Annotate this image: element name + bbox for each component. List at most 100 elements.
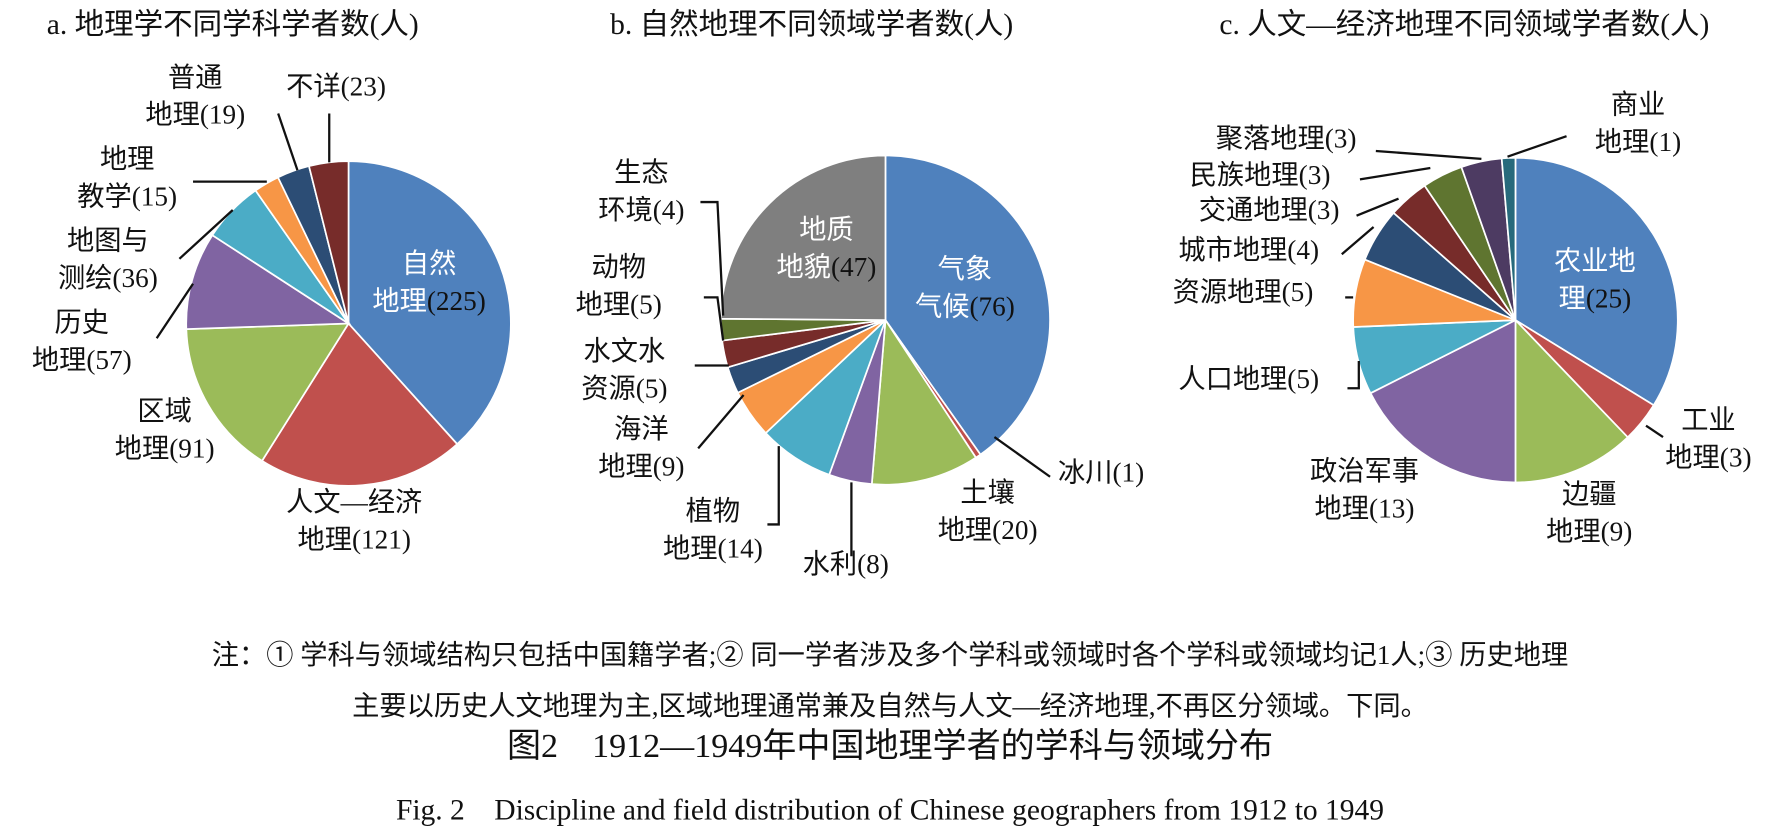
- label-line: 地理: [145, 100, 199, 130]
- value-label: (4): [653, 195, 685, 225]
- label-line: 人口地理: [1178, 364, 1287, 394]
- label-line: 资源: [581, 373, 635, 403]
- label-line: 地理: [372, 286, 426, 316]
- label-line: 植物: [686, 496, 740, 526]
- leader-line: [277, 113, 299, 171]
- label-line: 地理: [100, 144, 154, 174]
- slice-label: 地图与测绘: [58, 226, 149, 293]
- label-line: 历史: [55, 307, 109, 337]
- leader-line: [700, 200, 725, 316]
- slice-label: 城市地理: [1178, 235, 1287, 265]
- value-label: (5): [636, 373, 668, 403]
- leader-line: [697, 394, 745, 450]
- slice-label: 区域地理: [115, 396, 192, 463]
- label-line: 地貌: [777, 252, 831, 282]
- value-label: (3): [1299, 160, 1331, 190]
- value-label: (5): [1282, 277, 1314, 307]
- value-label: (1): [1649, 127, 1681, 157]
- slice-label: 交通地理: [1199, 195, 1308, 225]
- label-line: 海洋: [614, 414, 668, 444]
- slice-label: 边疆地理: [1546, 479, 1616, 546]
- label-line: 资源地理: [1173, 277, 1282, 307]
- pie-slice: [185, 234, 352, 331]
- label-line: 商业: [1611, 90, 1665, 120]
- value-label: (14): [717, 533, 762, 563]
- leader-line: [1507, 135, 1567, 158]
- note: 主要以历史人文地理为主,区域地理通常兼及自然与人文—经济地理,不再区分领域。下同…: [352, 691, 1428, 721]
- pie-slice: [1369, 318, 1517, 484]
- value-label: (8): [857, 549, 889, 579]
- value-label: (3): [1325, 124, 1357, 154]
- label-line: 政治军事: [1310, 456, 1419, 486]
- caption: 图2 1912—1949年中国地理学者的学科与领域分布: [507, 727, 1273, 765]
- chart-title: a. 地理学不同学科学者数(人): [47, 8, 419, 41]
- value-label: (5): [630, 289, 662, 319]
- value-label: (5): [1287, 364, 1319, 394]
- value-label: (76): [969, 292, 1014, 322]
- pie-slice: [260, 322, 459, 487]
- leader-line: [1347, 360, 1360, 390]
- label-line: 环境: [598, 195, 652, 225]
- slice-label: 历史地理: [32, 307, 109, 374]
- label-line: 农业地: [1554, 246, 1636, 276]
- label-line: 动物: [591, 252, 645, 282]
- label-line: 普通: [168, 62, 222, 92]
- label-line: 地理: [1665, 443, 1719, 473]
- pie-slice: [1514, 156, 1679, 407]
- label-line: 地理: [1315, 494, 1369, 524]
- pie-slice: [720, 154, 887, 321]
- label-line: 教学: [77, 181, 131, 211]
- pie-slice: [185, 322, 351, 463]
- slice-label: 植物地理: [663, 496, 740, 563]
- slice-label: 资源地理: [1173, 277, 1282, 307]
- value-label: (1): [1112, 457, 1144, 487]
- label-line: 聚落地理: [1216, 124, 1325, 154]
- label-line: 区域: [137, 396, 191, 426]
- label-line: 地质: [799, 214, 853, 244]
- label-line: 地理: [32, 345, 86, 375]
- value-label: (47): [831, 252, 876, 282]
- slice-label: 生态环境: [598, 158, 668, 225]
- pie-slice: [347, 160, 512, 446]
- label-line: 冰川: [1058, 457, 1112, 487]
- slice-label: 商业地理: [1595, 90, 1665, 157]
- value-label: (20): [992, 515, 1037, 545]
- slice-label: 海洋地理: [598, 414, 668, 481]
- label-line: 地理: [297, 524, 351, 554]
- label-line: 边疆: [1562, 479, 1616, 509]
- pie-slice: [884, 154, 1051, 456]
- value-label: (121): [352, 524, 411, 554]
- slice-label: 普通地理: [145, 62, 222, 129]
- label-line: 人文—经济: [286, 487, 422, 517]
- leader-line: [1375, 149, 1482, 161]
- value-label: (91): [169, 433, 214, 463]
- pie-slice: [1500, 156, 1517, 321]
- label-line: 气候: [915, 292, 969, 322]
- label-line: 理: [1559, 284, 1586, 314]
- value-label: (3): [1720, 443, 1752, 473]
- slice-label: 地理教学: [77, 144, 154, 211]
- label-line: 地理: [1546, 516, 1600, 546]
- slice-label: 水文水资源: [581, 336, 665, 403]
- chart-title: b. 自然地理不同领域学者数(人): [610, 8, 1013, 41]
- label-line: 水利: [803, 549, 857, 579]
- slice-label: 自然地理: [372, 248, 456, 315]
- caption-en: Fig. 2 Discipline and field distribution…: [396, 795, 1384, 827]
- note: 注：① 学科与领域结构只包括中国籍学者;② 同一学者涉及多个学科或领域时各个学科…: [212, 640, 1568, 670]
- pie-slice: [1514, 317, 1629, 484]
- label-line: 气象: [938, 254, 992, 284]
- slice-label: 气象气候: [915, 254, 992, 321]
- label-line: 地理: [1595, 127, 1649, 157]
- leader-line: [1645, 424, 1664, 438]
- slice-label: 不详: [286, 71, 340, 101]
- value-label: (23): [341, 71, 386, 101]
- label-line: 地理: [115, 433, 169, 463]
- value-label: (15): [132, 181, 177, 211]
- value-label: (25): [1586, 284, 1631, 314]
- label-line: 工业: [1681, 405, 1735, 435]
- value-label: (36): [112, 263, 157, 293]
- slice-label: 人口地理: [1178, 364, 1287, 394]
- leader-line: [1356, 197, 1399, 217]
- value-label: (57): [86, 345, 131, 375]
